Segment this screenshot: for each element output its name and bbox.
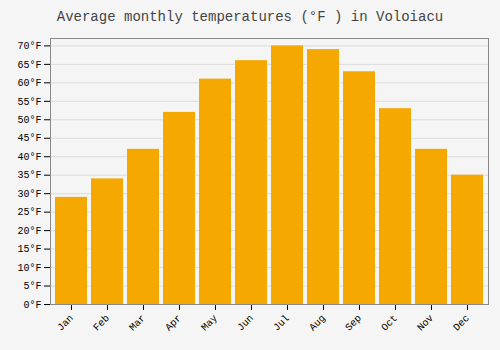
svg-text:Sep: Sep [343, 313, 364, 334]
svg-text:50°F: 50°F [17, 115, 41, 126]
html-text:Average monthly temperatures (: Average monthly temperatures (°F ) in Vo… [56, 9, 444, 25]
svg-text:Nov: Nov [415, 313, 436, 334]
svg-text:30°F: 30°F [17, 189, 41, 200]
svg-text:May: May [199, 313, 220, 334]
svg-text:60°F: 60°F [17, 78, 41, 89]
svg-text:35°F: 35°F [17, 170, 41, 181]
svg-text:Jun: Jun [235, 313, 256, 334]
svg-text:70°F: 70°F [17, 41, 41, 52]
svg-text:0°F: 0°F [23, 300, 41, 311]
svg-text:Aug: Aug [307, 313, 328, 334]
svg-text:25°F: 25°F [17, 207, 41, 218]
svg-text:20°F: 20°F [17, 226, 41, 237]
svg-text:45°F: 45°F [17, 133, 41, 144]
svg-text:10°F: 10°F [17, 263, 41, 274]
svg-text:Dec: Dec [451, 313, 472, 334]
svg-text:Jan: Jan [55, 313, 76, 334]
svg-text:Jul: Jul [271, 313, 292, 334]
svg-text:Mar: Mar [127, 313, 148, 334]
svg-text:40°F: 40°F [17, 152, 41, 163]
svg-text:15°F: 15°F [17, 244, 41, 255]
svg-text:Feb: Feb [91, 313, 112, 334]
svg-text:65°F: 65°F [17, 60, 41, 71]
svg-text:5°F: 5°F [23, 281, 41, 292]
svg-text:Oct: Oct [379, 313, 400, 334]
svg-text:55°F: 55°F [17, 97, 41, 108]
svg-text:Apr: Apr [163, 313, 184, 334]
